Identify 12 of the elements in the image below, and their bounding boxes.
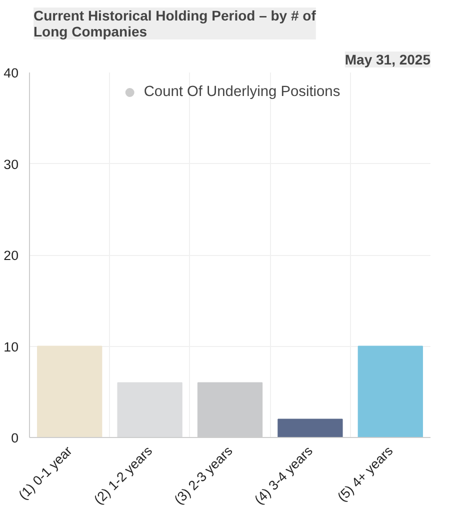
y-tick-label: 20 <box>4 248 19 263</box>
y-tick-label: 40 <box>4 66 19 80</box>
y-tick-label: 0 <box>11 430 19 446</box>
bar <box>117 382 182 438</box>
legend-label: Count Of Underlying Positions <box>144 84 340 100</box>
text: May 31, 2025 <box>344 52 431 68</box>
bar <box>37 346 102 438</box>
y-tick-label: 30 <box>4 156 19 172</box>
y-tick-label: 10 <box>4 339 19 354</box>
bar <box>358 346 423 438</box>
bar <box>278 418 343 438</box>
chart-title: Current Historical Holding Period – by # of Long Companies <box>34 8 316 40</box>
